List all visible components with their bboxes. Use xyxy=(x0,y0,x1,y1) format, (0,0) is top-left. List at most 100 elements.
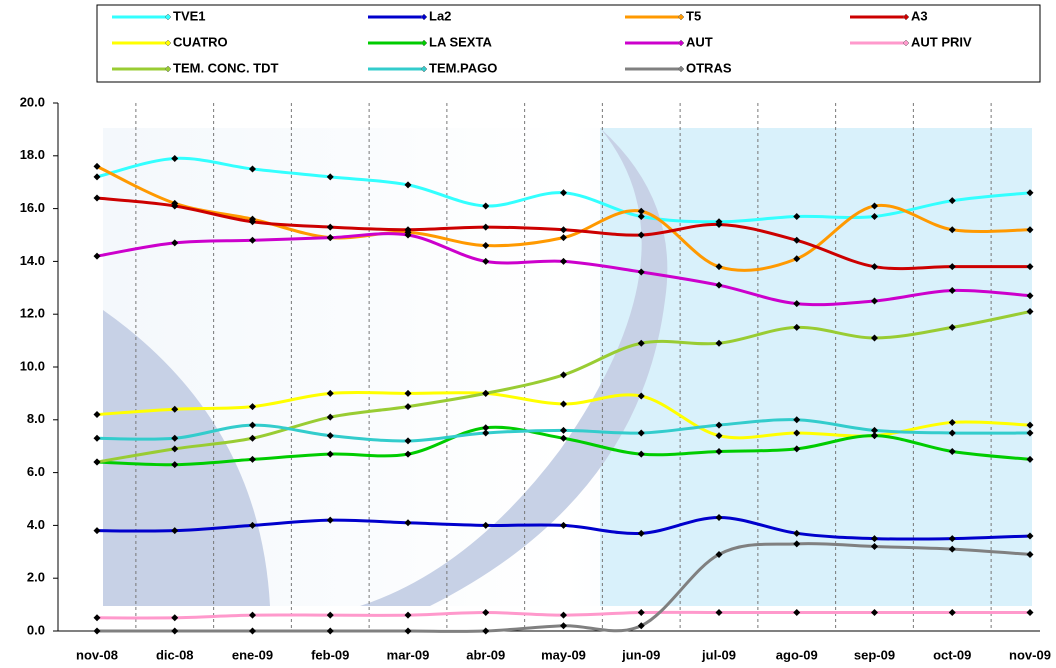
point-marker xyxy=(171,202,179,210)
point-marker xyxy=(482,257,490,265)
x-tick-label: may-09 xyxy=(541,647,586,662)
point-marker xyxy=(793,213,801,221)
point-marker xyxy=(637,231,645,239)
point-marker xyxy=(326,223,334,231)
point-marker xyxy=(560,426,567,434)
point-marker xyxy=(871,202,878,210)
x-tick-label: sep-09 xyxy=(854,647,895,662)
point-marker xyxy=(1026,189,1034,197)
decor-shape xyxy=(360,128,668,606)
legend-label: CUATRO xyxy=(173,34,228,49)
y-tick-label: 20.0 xyxy=(20,94,45,109)
point-marker xyxy=(93,627,101,635)
point-marker xyxy=(93,411,101,419)
point-marker xyxy=(404,627,412,635)
point-marker xyxy=(871,426,878,434)
point-marker xyxy=(404,450,412,458)
point-marker xyxy=(715,432,723,440)
y-tick-label: 18.0 xyxy=(20,147,45,162)
point-marker xyxy=(1026,532,1034,540)
point-marker xyxy=(560,521,567,529)
point-marker xyxy=(637,609,645,617)
point-marker xyxy=(793,609,801,617)
point-marker xyxy=(793,300,801,308)
point-marker xyxy=(948,197,956,205)
legend-marker xyxy=(677,39,685,47)
point-marker xyxy=(249,421,256,429)
point-marker xyxy=(871,609,878,617)
legend-label: OTRAS xyxy=(686,60,732,75)
point-marker xyxy=(326,516,334,524)
point-marker xyxy=(715,513,723,521)
point-marker xyxy=(326,389,334,397)
point-marker xyxy=(404,437,412,445)
legend-marker xyxy=(420,39,428,47)
point-marker xyxy=(249,218,256,226)
point-marker xyxy=(637,622,645,630)
point-marker xyxy=(948,418,956,426)
point-marker xyxy=(171,405,179,413)
point-marker xyxy=(249,627,256,635)
x-tick-label: dic-08 xyxy=(156,647,194,662)
point-marker xyxy=(871,334,878,342)
point-marker xyxy=(948,535,956,543)
point-marker xyxy=(715,263,723,271)
point-marker xyxy=(404,231,412,239)
point-marker xyxy=(1026,421,1034,429)
point-marker xyxy=(482,627,490,635)
point-marker xyxy=(326,627,334,635)
point-marker xyxy=(871,432,878,440)
point-marker xyxy=(404,403,412,411)
point-marker xyxy=(793,429,801,437)
point-marker xyxy=(560,400,567,408)
legend-marker xyxy=(164,65,172,73)
legend-marker xyxy=(677,65,685,73)
legend-marker xyxy=(677,13,685,21)
point-marker xyxy=(637,213,645,221)
point-marker xyxy=(948,286,956,294)
point-marker xyxy=(326,413,334,421)
point-marker xyxy=(249,611,256,619)
legend-label: LA SEXTA xyxy=(429,34,492,49)
legend-marker xyxy=(902,13,910,21)
point-marker xyxy=(948,545,956,553)
legend-label: TEM.PAGO xyxy=(429,60,497,75)
x-tick-label: jun-09 xyxy=(621,647,660,662)
point-marker xyxy=(871,543,878,551)
point-marker xyxy=(482,202,490,210)
point-marker xyxy=(1026,609,1034,617)
point-marker xyxy=(171,614,179,622)
legend-label: TEM. CONC. TDT xyxy=(173,60,278,75)
point-marker xyxy=(560,226,567,234)
point-marker xyxy=(326,234,334,242)
legend-label: AUT PRIV xyxy=(911,34,972,49)
point-marker xyxy=(171,434,179,442)
y-tick-label: 2.0 xyxy=(27,570,45,585)
point-marker xyxy=(326,432,334,440)
point-marker xyxy=(793,255,801,263)
point-marker xyxy=(482,389,490,397)
point-marker xyxy=(793,236,801,244)
point-marker xyxy=(404,181,412,189)
point-marker xyxy=(637,450,645,458)
point-marker xyxy=(871,213,878,221)
point-marker xyxy=(482,521,490,529)
x-tick-label: abr-09 xyxy=(466,647,505,662)
point-marker xyxy=(560,189,567,197)
point-marker xyxy=(637,268,645,276)
y-tick-label: 16.0 xyxy=(20,200,45,215)
legend-label: T5 xyxy=(686,8,701,23)
point-marker xyxy=(249,236,256,244)
point-marker xyxy=(948,323,956,331)
y-tick-label: 8.0 xyxy=(27,411,45,426)
point-marker xyxy=(93,434,101,442)
point-marker xyxy=(93,614,101,622)
point-marker xyxy=(560,257,567,265)
point-marker xyxy=(171,154,179,162)
point-marker xyxy=(171,445,179,453)
point-marker xyxy=(249,165,256,173)
point-marker xyxy=(948,226,956,234)
y-tick-label: 14.0 xyxy=(20,253,45,268)
point-marker xyxy=(326,173,334,181)
